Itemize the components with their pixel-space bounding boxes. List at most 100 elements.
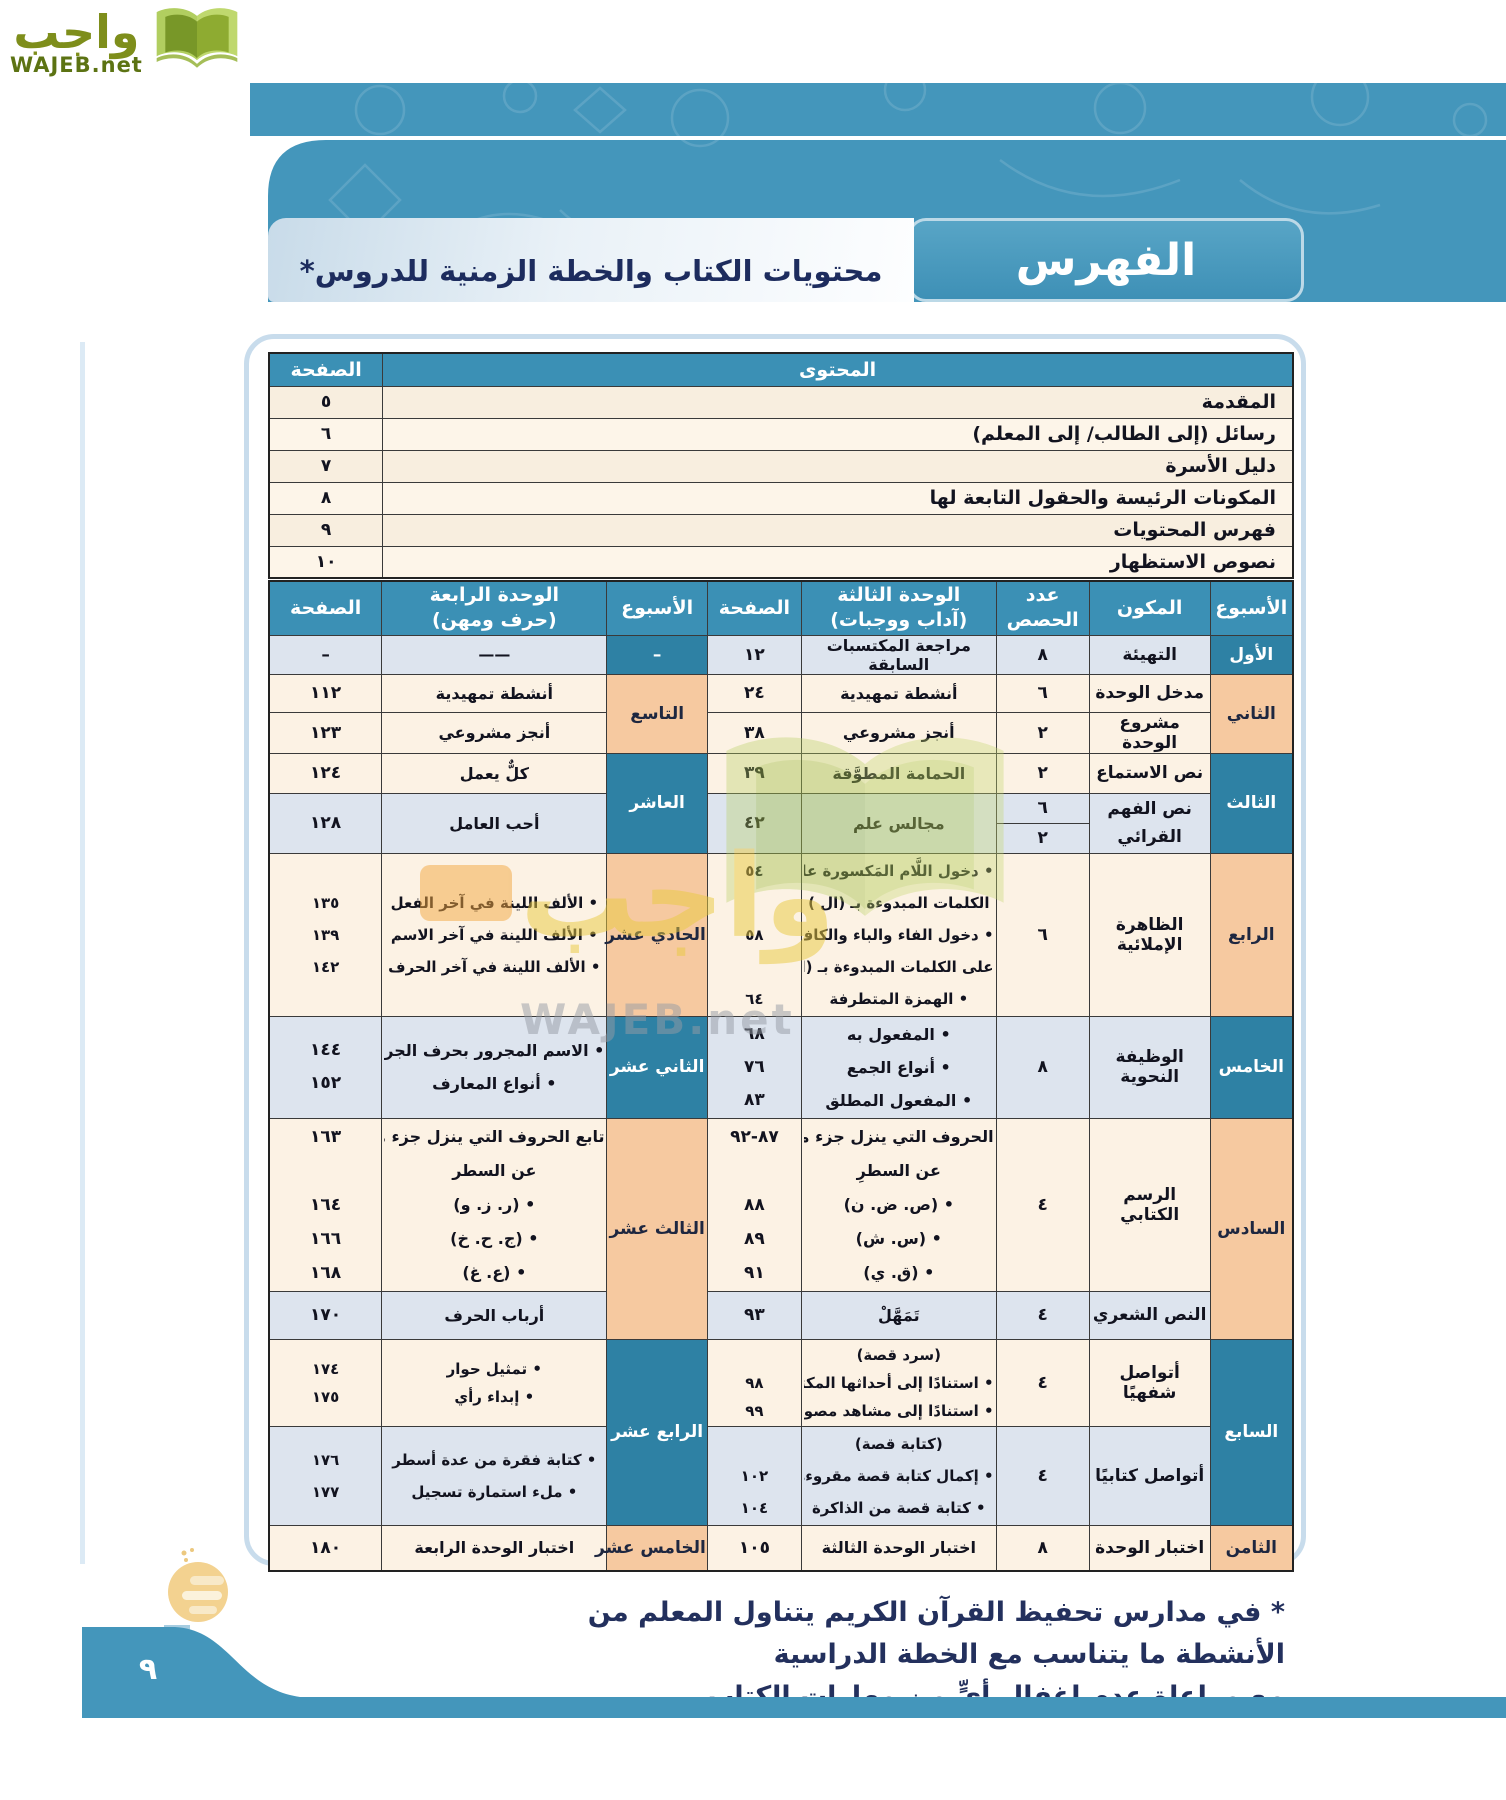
page4-cell: – — [268, 634, 383, 675]
column-header-page: الصفحة — [268, 352, 384, 387]
cell-line: • إكمال كتابة قصة مقروءة — [804, 1466, 994, 1485]
footnote-line: * في مدارس تحفيظ القرآن الكريم يتناول ال… — [587, 1597, 1285, 1670]
lessons-cell: ٤ — [995, 1425, 1090, 1526]
unit4-cell: أحب العامل — [381, 792, 608, 854]
component-cell: الظاهرة الإملائية — [1088, 852, 1211, 1017]
cell-line: • تمثيل حوار — [446, 1359, 542, 1378]
plan-row: الثالث نص الاستماع ٢ الحمامة المطوَّقة ٣… — [268, 752, 1294, 854]
unit3-cell: تَمَهَّلْ — [801, 1290, 997, 1340]
unit4-cell: —— — [381, 634, 608, 675]
lessons-cell: ٢ — [995, 711, 1090, 754]
cell-line: ١٦٣ — [310, 1126, 342, 1147]
lessons-cell: ٤ — [995, 1117, 1090, 1292]
page4-cell: ١٨٠ — [268, 1524, 383, 1572]
page3-cell: ١٢ — [706, 634, 803, 675]
plan-row: النص الشعري ٤ تَمَهَّلْ ٩٣ أرباب الحرف ١… — [268, 1290, 1293, 1340]
page-cell: ٦ — [268, 417, 384, 451]
cell-line — [709, 887, 800, 919]
unit4-cell: أنشطة تمهيدية — [381, 673, 608, 713]
lessons-cell: ٢ — [995, 752, 1090, 794]
unit4-cell: • الاسم المجرور بحرف الجر • أنواع المعار… — [381, 1015, 608, 1119]
cell-line: • ملء استمارة تسجيل — [411, 1482, 578, 1501]
unit4-cell: أرباب الحرف — [381, 1290, 608, 1340]
week4-cell: الرابع عشر — [606, 1338, 708, 1526]
unit3-cell: اختبار الوحدة الثالثة — [801, 1524, 997, 1572]
unit4-cell: • تمثيل حوار • إبداء رأي — [381, 1338, 608, 1427]
plan-header-row: الأسبوع المكون عدد الحصص الوحدة الثالثة … — [268, 580, 1294, 636]
page-title-box: الفهرس — [908, 218, 1304, 302]
page3-cell: ٨٧-٩٢ ٨٨ ٨٩ ٩١ — [706, 1117, 803, 1292]
cell-line: ١٤٤ — [310, 1040, 342, 1060]
page4-cell: ١٤٤ ١٥٢ — [268, 1015, 383, 1119]
component-cell: أتواصل كتابيًا — [1088, 1425, 1211, 1526]
cell-line: عن السطر — [452, 1160, 537, 1180]
week-cell: الرابع — [1209, 852, 1294, 1017]
page4-cell: ١٣٥ ١٣٩ ١٤٢ — [268, 852, 383, 1017]
unit3-cell: (سرد قصة) • استنادًا إلى أحداثها المكتوب… — [801, 1338, 997, 1427]
unit4-cell: كلٌّ يعمل — [381, 752, 608, 794]
content-cell: المكونات الرئيسة والحقول التابعة لها — [382, 481, 1294, 515]
cell-line: • استنادًا إلى أحداثها المكتوبة — [804, 1373, 994, 1392]
week-cell: الثامن — [1209, 1524, 1294, 1572]
content-cell: دليل الأسرة — [382, 449, 1294, 483]
content-cell: فهرس المحتويات — [382, 513, 1294, 547]
cell-line: ١٧٤ — [311, 1359, 340, 1378]
column-header-page4: الصفحة — [268, 580, 383, 636]
page4-cell: ١١٢ — [268, 673, 383, 713]
unit3-cell: • دخول اللَّام المَكسورة على الكلمات الم… — [801, 852, 997, 1017]
cell-line — [709, 951, 800, 983]
page4-cell: ١٢٣ — [268, 711, 383, 754]
week4-cell: التاسع — [606, 673, 708, 754]
page3-cell: ١٠٢ ١٠٤ — [706, 1425, 803, 1526]
cell-line: • استنادًا إلى مشاهد مصورة — [804, 1401, 994, 1420]
unit4-cell: أنجز مشروعي — [381, 711, 608, 754]
table-row: رسائل (إلى الطالب/ إلى المعلم) ٦ — [268, 417, 1294, 451]
table-row: فهرس المحتويات ٩ — [268, 513, 1294, 547]
cell-line: • الألف اللينة في آخر الفعل — [390, 893, 599, 912]
cell-line: • المفعول المطلق — [825, 1090, 973, 1110]
unit3-cell: الحروف التي ينزل جزء منها عن السطرِ • (ص… — [801, 1117, 997, 1292]
week4-cell: العاشر — [606, 752, 708, 854]
cell-line: ٨٨ — [744, 1194, 765, 1215]
week4-cell: الخامس عشر — [595, 1524, 708, 1572]
cell-line: ٩١ — [744, 1262, 765, 1283]
page4-cell: ١٧٦ ١٧٧ — [268, 1425, 383, 1526]
cell-line: • (ص. ض. ن) — [843, 1194, 954, 1214]
cell-line: على الكلمات المبدوءة بـ (ال ) — [804, 957, 994, 976]
plan-row: السابع أتواصل شفهيًا ٤ (سرد قصة) • استنا… — [268, 1338, 1294, 1526]
unit3-cell: (كتابة قصة) • إكمال كتابة قصة مقروءة • ك… — [801, 1425, 997, 1526]
page3-cell: ٣٨ — [706, 711, 803, 754]
logo-arabic-text: واجب — [13, 5, 140, 59]
table-row: نصوص الاستظهار ١٠ — [268, 545, 1294, 579]
week-cell: الأول — [1209, 634, 1294, 675]
page-number: ٩ — [138, 1652, 158, 1687]
week-cell: الثاني — [1209, 673, 1294, 754]
cell-line: نص الفهم — [1107, 799, 1192, 819]
header-line: عدد — [1025, 584, 1060, 607]
cell-line: ٩٩ — [745, 1401, 764, 1420]
cell-line: • الهمزة المتطرفة — [829, 989, 969, 1008]
week-cell: السادس — [1209, 1117, 1294, 1340]
cell-line: (سرد قصة) — [856, 1345, 941, 1364]
component-cell: اختبار الوحدة — [1088, 1524, 1211, 1572]
week-cell: السابع — [1209, 1338, 1294, 1526]
unit3-cell: أنجز مشروعي — [801, 711, 997, 754]
lessons-cell: ٤ — [995, 1338, 1090, 1427]
cell-line: ٦٤ — [745, 989, 764, 1008]
lessons-cell: ٦ — [995, 852, 1090, 1017]
cell-line — [709, 1341, 800, 1369]
lessons-top: ٦ — [996, 794, 1089, 824]
cell-line: • كتابة قصة من الذاكرة — [811, 1498, 986, 1517]
cell-line: ١٦٤ — [310, 1194, 342, 1215]
page4-cell: ١٦٣ ١٦٤ ١٦٦ ١٦٨ — [268, 1117, 383, 1292]
cell-line: • أنواع الجمع — [846, 1057, 951, 1077]
column-header-unit4: الوحدة الرابعة (حرف ومهن) — [381, 580, 608, 636]
cell-line: ٨٧-٩٢ — [730, 1126, 779, 1147]
cell-line: ٦٨ — [744, 1023, 765, 1044]
unit4-cell: اختبار الوحدة الرابعة — [381, 1524, 608, 1572]
header-line: الوحدة الرابعة — [429, 584, 560, 607]
week-cell: الثالث — [1209, 752, 1294, 854]
unit3-cell: أنشطة تمهيدية — [801, 673, 997, 713]
cell-line: الكلمات المبدوءة بـ (ال ) — [808, 893, 990, 912]
page4-cell: ١٧٤ ١٧٥ — [268, 1338, 383, 1427]
